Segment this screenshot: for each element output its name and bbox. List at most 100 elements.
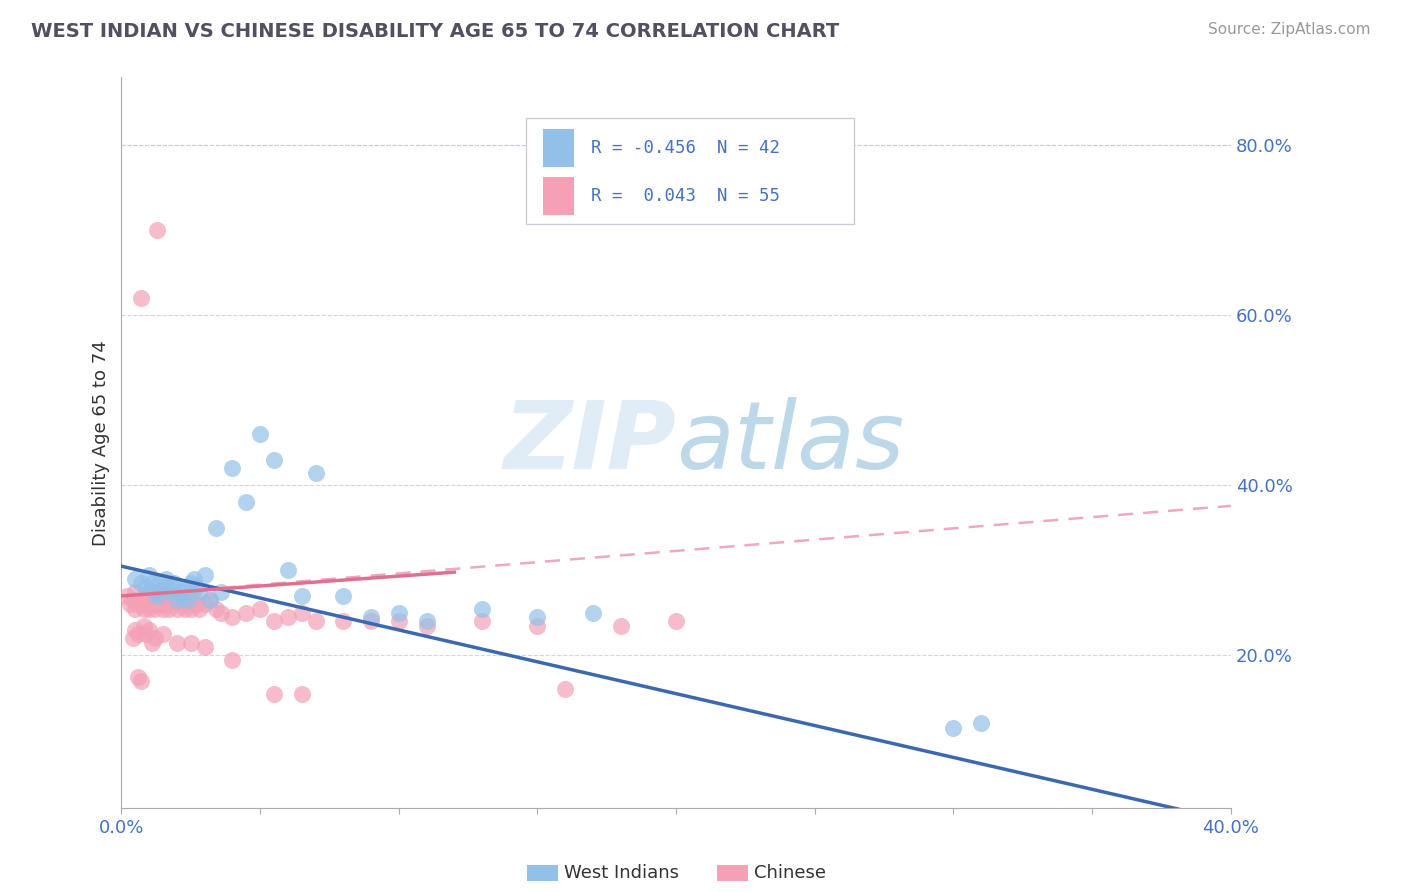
Point <box>291 589 314 603</box>
Point <box>129 576 152 591</box>
Point <box>172 598 194 612</box>
Text: R = -0.456  N = 42: R = -0.456 N = 42 <box>591 138 780 157</box>
Point <box>146 598 169 612</box>
Point <box>180 636 202 650</box>
Point <box>526 610 548 624</box>
Point <box>141 576 163 591</box>
Point <box>194 567 217 582</box>
Point <box>186 581 208 595</box>
Point <box>665 615 688 629</box>
Point <box>129 673 152 688</box>
Point <box>188 584 211 599</box>
Point <box>177 598 200 612</box>
Point <box>277 564 299 578</box>
Point <box>942 721 965 735</box>
Point <box>304 466 326 480</box>
Point <box>471 601 494 615</box>
Point <box>157 584 180 599</box>
Point <box>135 581 157 595</box>
Point <box>132 589 155 603</box>
Text: Source: ZipAtlas.com: Source: ZipAtlas.com <box>1208 22 1371 37</box>
Text: ZIP: ZIP <box>503 397 676 489</box>
Point <box>554 682 576 697</box>
Point <box>263 615 285 629</box>
Point <box>141 593 163 607</box>
Point <box>141 636 163 650</box>
Point <box>141 598 163 612</box>
Point <box>209 584 232 599</box>
Point <box>152 598 174 612</box>
Point <box>235 606 257 620</box>
Point <box>471 615 494 629</box>
Point <box>169 593 191 607</box>
Point <box>526 618 548 632</box>
Point <box>221 610 243 624</box>
Point <box>360 610 382 624</box>
Point <box>160 581 183 595</box>
Point <box>249 427 271 442</box>
Text: WEST INDIAN VS CHINESE DISABILITY AGE 65 TO 74 CORRELATION CHART: WEST INDIAN VS CHINESE DISABILITY AGE 65… <box>31 22 839 41</box>
Point <box>221 653 243 667</box>
Point <box>970 716 993 731</box>
Point <box>149 576 172 591</box>
Point <box>127 627 149 641</box>
Point <box>194 598 217 612</box>
Point <box>415 615 437 629</box>
Point <box>163 576 186 591</box>
Point <box>291 606 314 620</box>
Point <box>277 610 299 624</box>
Point <box>235 495 257 509</box>
Point <box>332 615 354 629</box>
Point <box>183 572 205 586</box>
Point <box>172 589 194 603</box>
FancyBboxPatch shape <box>526 118 853 224</box>
Point <box>127 670 149 684</box>
Point <box>149 593 172 607</box>
Point <box>124 572 146 586</box>
Point <box>174 581 197 595</box>
Point <box>143 589 166 603</box>
Point <box>194 640 217 654</box>
Point <box>163 598 186 612</box>
Point <box>152 627 174 641</box>
Point <box>177 593 200 607</box>
Point <box>209 606 232 620</box>
Point <box>143 584 166 599</box>
Point <box>132 618 155 632</box>
Point <box>129 292 152 306</box>
Point <box>124 601 146 615</box>
Text: R =  0.043  N = 55: R = 0.043 N = 55 <box>591 186 780 205</box>
Point <box>138 593 160 607</box>
Point <box>160 593 183 607</box>
Point <box>188 601 211 615</box>
Bar <box>543 128 574 167</box>
Point <box>138 584 160 599</box>
Point <box>360 615 382 629</box>
Point <box>166 636 188 650</box>
Point <box>304 615 326 629</box>
Point <box>263 453 285 467</box>
Point <box>143 632 166 646</box>
Point <box>332 589 354 603</box>
Text: Chinese: Chinese <box>754 864 825 882</box>
Point <box>582 606 605 620</box>
Point <box>249 601 271 615</box>
Point <box>198 593 221 607</box>
Point <box>135 627 157 641</box>
Point <box>146 223 169 237</box>
Point <box>118 598 141 612</box>
Point <box>157 601 180 615</box>
Point <box>121 632 143 646</box>
Point <box>204 521 226 535</box>
Text: West Indians: West Indians <box>564 864 679 882</box>
Point <box>155 589 177 603</box>
Point <box>180 576 202 591</box>
Bar <box>543 177 574 215</box>
Point <box>388 615 411 629</box>
Point <box>152 581 174 595</box>
Point <box>186 598 208 612</box>
Point <box>204 601 226 615</box>
Point <box>388 606 411 620</box>
Point <box>143 601 166 615</box>
Point <box>166 593 188 607</box>
